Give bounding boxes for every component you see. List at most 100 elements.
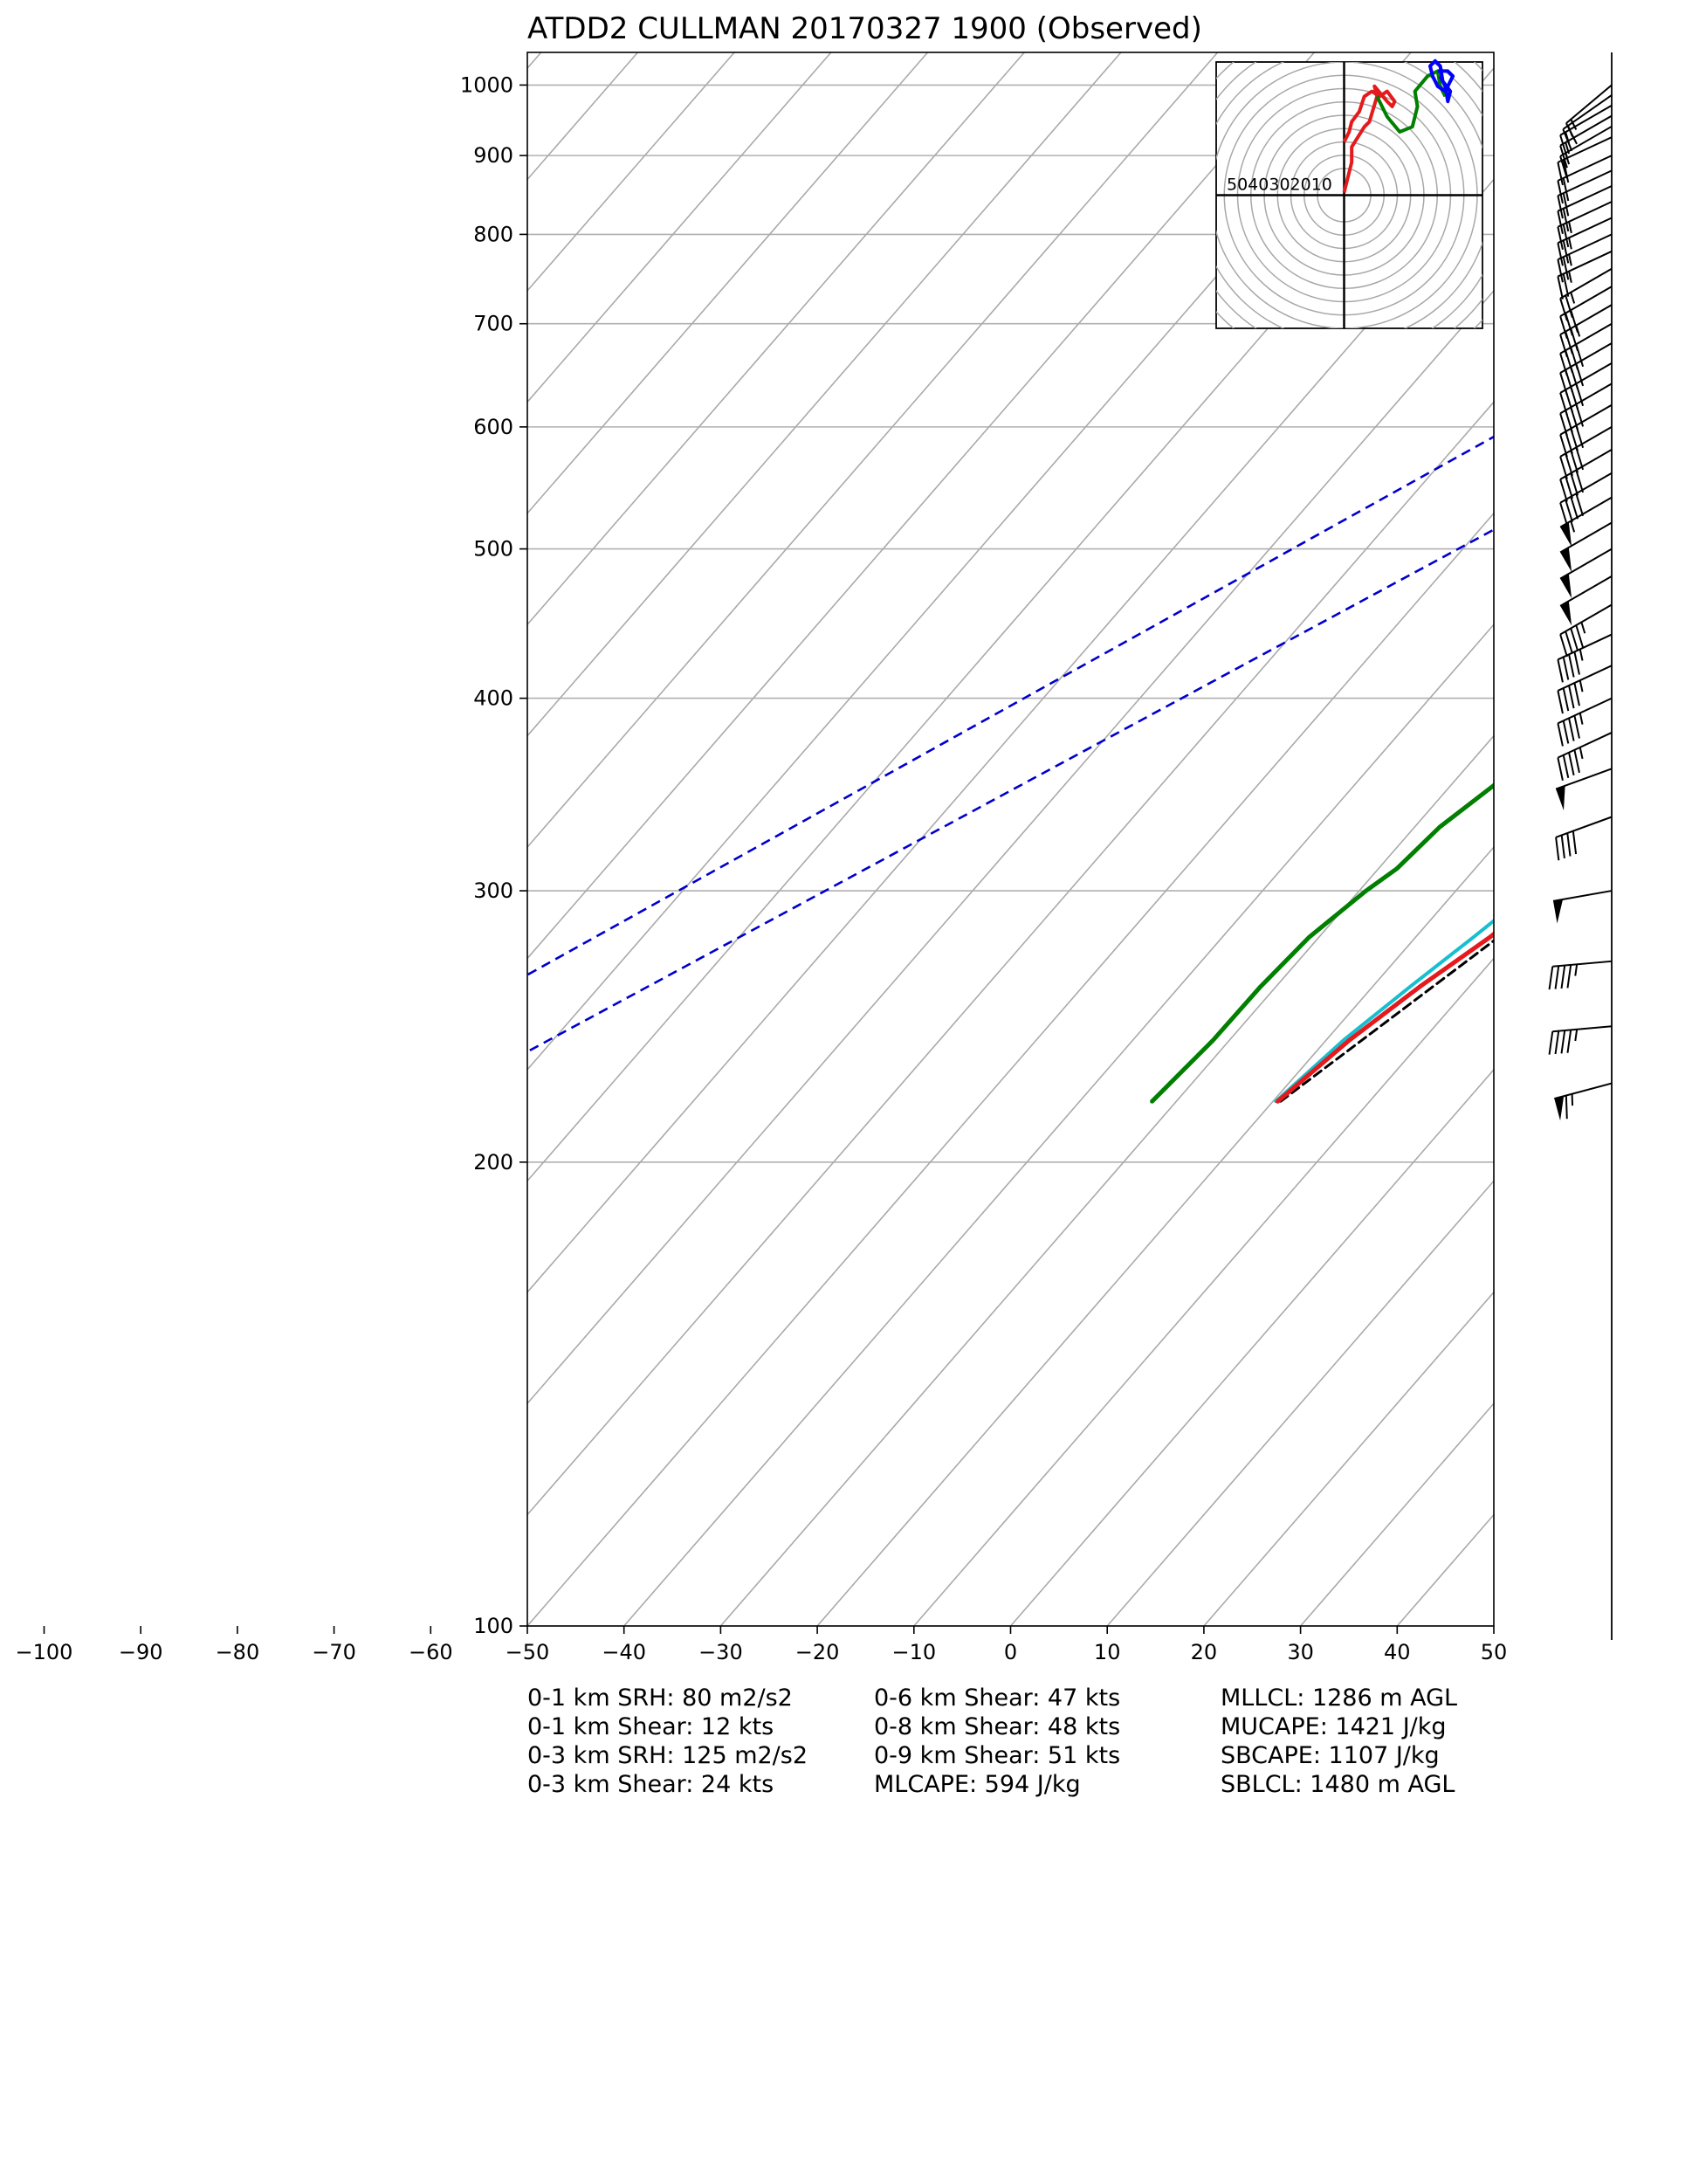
wind-barb	[1555, 816, 1613, 861]
wind-barb	[1557, 155, 1613, 204]
barb-shaft	[1559, 575, 1613, 607]
isotherm-gridline	[1106, 1180, 1494, 1626]
barb-flag	[1562, 273, 1570, 297]
wind-barb	[1559, 575, 1613, 626]
barb-flag	[1575, 383, 1585, 407]
isotherm-gridline	[527, 52, 1315, 960]
barb-shaft	[1559, 548, 1613, 580]
barb-flag	[1562, 687, 1570, 712]
wind-barb	[1557, 697, 1613, 747]
temperature-tick-label: 30	[1287, 1640, 1314, 1664]
temperature-tick-label: 40	[1384, 1640, 1411, 1664]
barb-flag	[1557, 723, 1564, 747]
barb-shaft	[1557, 201, 1613, 228]
barb-flag	[1560, 835, 1565, 858]
barb-flag	[1562, 240, 1570, 264]
barb-pennant	[1556, 785, 1565, 811]
barb-flag	[1560, 1030, 1566, 1054]
wind-barb	[1557, 169, 1613, 219]
barb-shaft	[1559, 603, 1613, 636]
barb-half-flag	[1579, 649, 1584, 661]
isotherm-gridline	[527, 512, 1494, 1626]
barb-flag	[1557, 226, 1564, 251]
temperature-tick-label: −100	[16, 1640, 73, 1664]
wind-barb	[1565, 84, 1613, 145]
temperature-tick-label: −20	[795, 1640, 840, 1664]
adiabat-guide-lines	[527, 435, 1494, 1053]
wind-barb	[1552, 890, 1613, 924]
barb-flag	[1575, 343, 1585, 368]
barb-half-flag	[1568, 254, 1572, 266]
wind-barbs	[1548, 52, 1613, 1640]
temperature-tick-label: −30	[698, 1640, 743, 1664]
barb-half-flag	[1579, 747, 1584, 760]
barb-shaft	[1552, 1025, 1613, 1033]
barb-flag	[1575, 470, 1585, 493]
wind-barb	[1562, 94, 1613, 152]
isotherm-gridline	[527, 52, 735, 293]
barb-shaft	[1559, 304, 1613, 336]
barb-shaft	[1559, 448, 1613, 480]
barb-flag	[1562, 720, 1570, 744]
barb-shaft	[1559, 382, 1613, 415]
barb-shaft	[1555, 768, 1613, 790]
mucape: MUCAPE: 1421 J/kg	[1221, 1713, 1447, 1740]
sbcape: SBCAPE: 1107 J/kg	[1221, 1742, 1440, 1769]
isotherm-gridline	[1493, 1624, 1494, 1626]
barb-half-flag	[1570, 520, 1576, 533]
dewpoint-profile-line	[1150, 782, 1494, 1104]
barb-shaft	[1565, 84, 1613, 124]
barb-flag	[1573, 682, 1580, 706]
pressure-tick-label: 800	[473, 222, 513, 246]
barb-flag	[1570, 472, 1579, 496]
barb-flag	[1557, 243, 1564, 266]
barb-shaft	[1559, 472, 1613, 504]
barb-flag	[1568, 654, 1575, 678]
barb-flag	[1572, 830, 1578, 855]
pressure-tick-label: 300	[473, 878, 513, 903]
isotherm-gridline	[623, 623, 1494, 1626]
barb-flag	[1562, 177, 1570, 202]
barb-shaft	[1552, 890, 1613, 902]
temperature-axis: −100 −90 −80 −70 −60 −50 −40 −30 −20 −10 0 10 20 30 40…	[16, 1626, 1507, 1664]
shear-0-1km: 0-1 km Shear: 12 kts	[527, 1713, 774, 1740]
barb-flag	[1554, 965, 1560, 989]
isotherm-gridline	[0, 52, 444, 1626]
barb-shaft	[1552, 960, 1613, 968]
isotherm-gridline	[719, 734, 1494, 1626]
wind-barb	[1559, 125, 1613, 179]
barb-pennant	[1560, 522, 1572, 548]
wind-barb	[1559, 603, 1613, 658]
hodograph-trace	[1342, 84, 1397, 193]
temperature-tick-label: −60	[409, 1640, 453, 1664]
barb-flag	[1570, 496, 1579, 520]
shear-0-9km: 0-9 km Shear: 51 kts	[874, 1742, 1121, 1769]
barb-pennant	[1560, 601, 1572, 626]
barb-shaft	[1557, 185, 1613, 212]
wind-barb	[1555, 768, 1613, 811]
barb-half-flag	[1574, 1029, 1579, 1042]
wind-barb	[1557, 665, 1613, 714]
isotherm-gridline	[816, 845, 1494, 1626]
pressure-tick-label: 500	[473, 537, 513, 562]
barb-flag	[1557, 210, 1564, 235]
adiabat-guide-line	[527, 528, 1494, 1053]
barb-flag	[1559, 145, 1568, 169]
pressure-tick-label: 700	[473, 312, 513, 336]
barb-shaft	[1557, 250, 1613, 278]
barb-shaft	[1557, 732, 1613, 759]
wind-barb	[1554, 1082, 1613, 1121]
barb-flag	[1562, 657, 1570, 680]
barb-flag	[1559, 634, 1568, 658]
isotherm-gridline	[527, 52, 1122, 737]
barb-half-flag	[1579, 679, 1584, 692]
barb-shaft	[1559, 267, 1613, 300]
barb-half-flag	[1570, 119, 1578, 130]
barb-flag	[1568, 685, 1575, 709]
barb-flag	[1573, 715, 1580, 739]
isotherm-gridline	[527, 52, 639, 181]
wind-barb	[1557, 136, 1613, 186]
barb-pennant	[1560, 547, 1572, 573]
wind-barb	[1559, 548, 1613, 599]
barb-shaft	[1559, 286, 1613, 318]
